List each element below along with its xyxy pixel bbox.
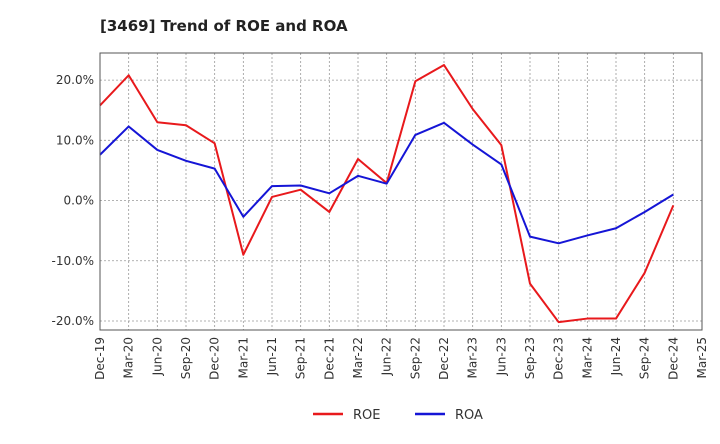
x-tick-label: Sep-22 (408, 337, 422, 379)
x-tick-label: Jun-20 (150, 337, 164, 376)
legend: ROE ROA (313, 408, 483, 423)
x-tick-label: Dec-23 (552, 337, 566, 380)
plot-frame (99, 52, 703, 331)
y-tick-label: 0.0% (64, 194, 95, 208)
x-tick-label: Sep-20 (179, 337, 193, 379)
y-tick-label: 10.0% (56, 133, 94, 147)
y-tick-label: 20.0% (56, 73, 94, 87)
x-tick-label: Jun-24 (609, 337, 623, 376)
x-tick-label: Dec-24 (666, 337, 680, 380)
x-tick-label: Mar-22 (351, 337, 365, 378)
x-tick-label: Dec-19 (93, 337, 107, 380)
y-axis-ticks: 20.0% 10.0% 0.0% -10.0% -20.0% (52, 73, 94, 328)
x-tick-label: Mar-24 (580, 337, 594, 378)
x-tick-label: Dec-22 (437, 337, 451, 380)
x-axis-ticks: Dec-19 Mar-20 Jun-20 Sep-20 Dec-20 Mar-21 Jun-… (93, 337, 709, 380)
legend-roa-label: ROA (455, 408, 483, 423)
x-tick-label: Jun-21 (265, 337, 279, 376)
x-tick-label: Dec-20 (208, 337, 222, 380)
series-line-roa (99, 121, 674, 245)
chart-title: [3469] Trend of ROE and ROA (100, 17, 348, 35)
x-tick-label: Dec-21 (322, 337, 336, 380)
grid (100, 53, 702, 330)
x-tick-label: Mar-23 (466, 337, 480, 378)
x-tick-label: Mar-25 (695, 337, 709, 378)
x-tick-label: Mar-20 (122, 337, 136, 378)
x-tick-label: Mar-21 (236, 337, 250, 378)
x-tick-label: Sep-23 (523, 337, 537, 379)
legend-roe-label: ROE (353, 408, 380, 423)
x-tick-label: Sep-24 (638, 337, 652, 379)
x-tick-label: Sep-21 (294, 337, 308, 379)
series-lines (99, 64, 675, 324)
y-tick-label: -10.0% (52, 254, 94, 268)
x-tick-label: Jun-23 (494, 337, 508, 376)
x-tick-label: Jun-22 (380, 337, 394, 376)
y-tick-label: -20.0% (52, 314, 94, 328)
